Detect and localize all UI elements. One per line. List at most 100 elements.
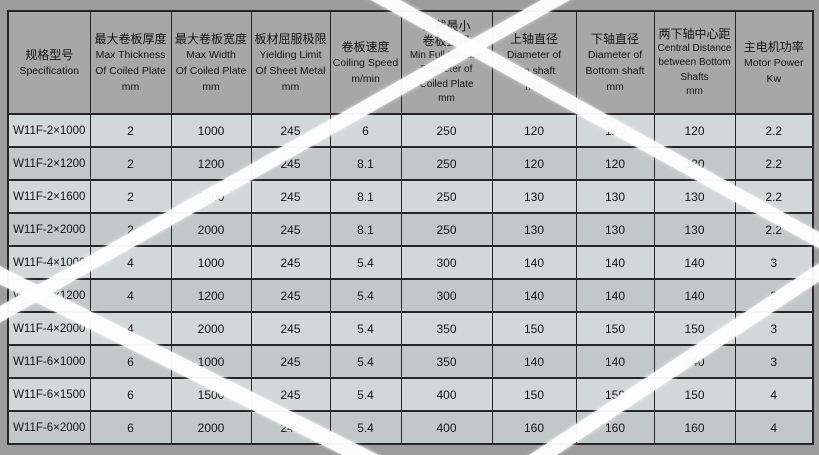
central-distance-cell: 140	[653, 278, 736, 313]
max-width-cell: 1000	[170, 245, 252, 280]
motor-power-cell: 2.2	[734, 146, 814, 181]
header-line: 主电机功率	[743, 39, 804, 54]
max-width-cell: 1000	[170, 113, 252, 148]
header-line: Min Full Loading	[409, 49, 484, 61]
yielding-limit-cell: 245	[250, 278, 331, 313]
max-thickness-cell: 2	[89, 179, 172, 214]
header-line: Coiled Plate	[419, 78, 474, 90]
bottom-shaft-diameter-cell: 140	[575, 344, 655, 379]
max-width-cell: 1000	[170, 344, 252, 379]
header-line: 上轴直径	[509, 31, 558, 46]
spec-row: W11F-4×2000 4 2000 245 5.4 350 150 150 1…	[7, 311, 814, 346]
spec-model-cell: W11F-2×1000	[7, 113, 91, 148]
max-width-cell: 1600	[170, 179, 252, 214]
yielding-limit-cell: 245	[250, 377, 331, 412]
central-distance-cell: 150	[653, 377, 736, 412]
header-line: mm	[281, 80, 300, 93]
motor-power-cell: 2.2	[734, 179, 814, 214]
max-thickness-cell: 4	[89, 311, 172, 346]
header-line: 卷板速度	[341, 39, 390, 54]
max-width-cell: 1200	[170, 146, 252, 181]
top-shaft-diameter-cell: 120	[491, 146, 577, 181]
header-line: Of Coiled Plate	[175, 64, 247, 77]
header-line: 满载最小	[422, 18, 471, 33]
max-thickness-cell: 4	[89, 245, 172, 280]
header-line: Coiling Speed	[332, 56, 399, 69]
spec-row: W11F-2×1600 2 1600 245 8.1 250 130 130 1…	[7, 179, 814, 214]
spec-model-cell: W11F-4×1000	[7, 245, 91, 280]
bottom-shaft-diameter-cell: 120	[575, 146, 655, 181]
central-distance-cell: 150	[653, 311, 736, 346]
top-shaft-diameter-cell: 140	[491, 245, 577, 280]
max-thickness-cell: 2	[89, 113, 172, 148]
header-line: mm	[202, 80, 220, 93]
header-line: Of Sheet Metal	[255, 64, 326, 77]
yielding-limit-cell: 245	[250, 344, 331, 379]
max-width-cell: 1200	[170, 278, 252, 313]
top-shaft-diameter-cell: 130	[491, 212, 577, 247]
spec-table-header: 规格型号 Specification 最大卷板厚度 Max Thickness Of …	[7, 10, 814, 115]
yielding-limit-cell: 245	[250, 245, 331, 280]
col-header-min-loading-diameter: 满载最小 卷板直径 Min Full Loading Diameter of Coile…	[400, 10, 493, 115]
spec-model-cell: W11F-2×2000	[7, 212, 91, 247]
central-distance-cell: 120	[653, 113, 736, 148]
header-line: mm	[438, 93, 455, 104]
yielding-limit-cell: 245	[250, 179, 331, 214]
central-distance-cell: 120	[653, 146, 736, 181]
max-width-cell: 2000	[170, 311, 252, 346]
spec-row: W11F-2×2000 2 2000 245 8.1 250 130 130 1…	[7, 212, 814, 247]
header-line: mm	[525, 80, 543, 93]
header-line: Central Distance	[657, 42, 732, 54]
col-header-motor-power: 主电机功率 Motor Power Kw	[734, 10, 814, 115]
bottom-shaft-diameter-cell: 130	[575, 179, 655, 214]
max-width-cell: 2000	[170, 410, 252, 445]
top-shaft-diameter-cell: 150	[491, 377, 577, 412]
header-line: 下轴直径	[590, 31, 639, 46]
header-line: 两下轴中心距	[658, 26, 731, 41]
col-header-bottom-shaft-diameter: 下轴直径 Diameter of Bottom shaft mm	[575, 10, 655, 115]
spec-model-cell: W11F-4×1200	[7, 278, 91, 313]
top-shaft-diameter-cell: 140	[491, 278, 577, 313]
coiling-speed-cell: 8.1	[329, 212, 402, 247]
header-line: Specification	[19, 64, 80, 77]
motor-power-cell: 3	[734, 344, 814, 379]
motor-power-cell: 4	[734, 377, 814, 412]
max-width-cell: 2000	[170, 212, 252, 247]
header-line: Shafts	[680, 71, 709, 83]
spec-model-cell: W11F-6×2000	[7, 410, 91, 445]
central-distance-cell: 130	[653, 212, 736, 247]
central-distance-cell: 140	[653, 245, 736, 280]
spec-row: W11F-4×1200 4 1200 245 5.4 300 140 140 1…	[7, 278, 814, 313]
spec-row: W11F-4×1000 4 1000 245 5.4 300 140 140 1…	[7, 245, 814, 280]
top-shaft-diameter-cell: 160	[491, 410, 577, 445]
central-distance-cell: 160	[653, 410, 736, 445]
top-shaft-diameter-cell: 120	[491, 113, 577, 148]
col-header-central-distance: 两下轴中心距 Central Distance between Bottom Shaf…	[653, 10, 736, 115]
motor-power-cell: 3	[734, 245, 814, 280]
bottom-shaft-diameter-cell: 140	[575, 245, 655, 280]
header-line: Diameter of	[420, 64, 473, 75]
yielding-limit-cell: 245	[250, 146, 331, 181]
header-line: Top shaft	[512, 64, 556, 77]
bottom-shaft-diameter-cell: 120	[575, 113, 655, 148]
col-header-specification: 规格型号 Specification	[7, 10, 91, 115]
min-loading-diameter-cell: 350	[400, 311, 493, 346]
top-shaft-diameter-cell: 140	[491, 344, 577, 379]
spec-model-cell: W11F-4×2000	[7, 311, 91, 346]
central-distance-cell: 130	[653, 179, 736, 214]
motor-power-cell: 3	[734, 311, 814, 346]
header-line: 规格型号	[25, 47, 74, 62]
central-distance-cell: 140	[653, 344, 736, 379]
max-thickness-cell: 6	[89, 344, 172, 379]
top-shaft-diameter-cell: 150	[491, 311, 577, 346]
bottom-shaft-diameter-cell: 130	[575, 212, 655, 247]
header-line: Diameter of	[587, 48, 643, 61]
bottom-shaft-diameter-cell: 160	[575, 410, 655, 445]
min-loading-diameter-cell: 250	[400, 113, 493, 148]
header-line: Max Thickness	[95, 48, 166, 61]
min-loading-diameter-cell: 250	[400, 146, 493, 181]
max-thickness-cell: 6	[89, 377, 172, 412]
bottom-shaft-diameter-cell: 140	[575, 278, 655, 313]
spec-model-cell: W11F-6×1000	[7, 344, 91, 379]
